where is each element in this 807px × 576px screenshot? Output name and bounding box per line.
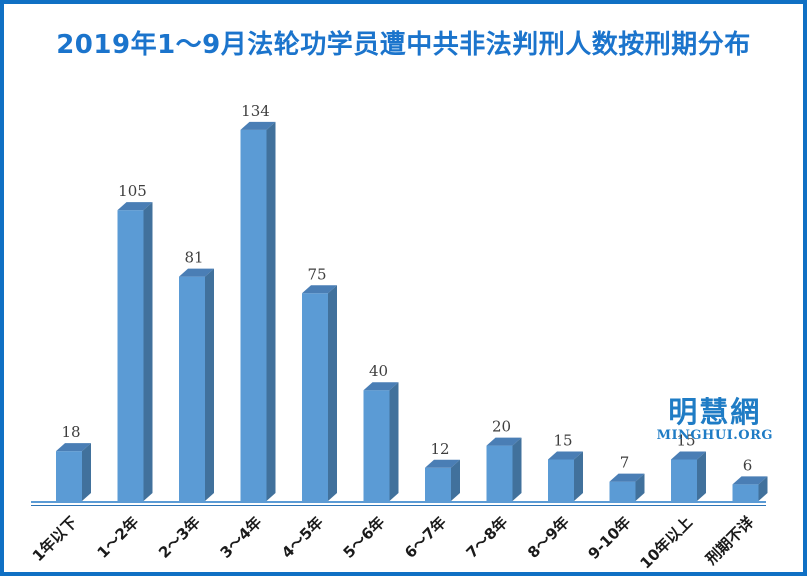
bar-value-label: 20: [492, 418, 511, 436]
x-axis-category-label: 10年以上: [637, 513, 696, 572]
bar-top-face: [609, 473, 645, 482]
minghui-logo-text: 明慧網: [668, 395, 762, 429]
bar-side-face: [143, 202, 153, 501]
bar-value-label: 75: [307, 265, 326, 283]
bar-front-face: [179, 276, 205, 501]
bar-value-label: 81: [184, 249, 203, 267]
bar-front-face: [240, 129, 267, 501]
bar-value-label: 7: [620, 454, 630, 472]
x-axis-category-label: 4～5年: [278, 513, 327, 562]
x-axis-category-label: 1～2年: [94, 513, 143, 562]
x-axis-category-label: 3～4年: [217, 513, 266, 562]
x-axis-category-label: 6～7年: [401, 513, 450, 562]
x-axis-category-label: 7～8年: [463, 513, 512, 562]
bar-side-face: [635, 473, 645, 501]
bar-front-face: [363, 390, 390, 501]
x-axis-category-label: 8～9年: [524, 513, 573, 562]
bar-value-label: 6: [743, 456, 753, 474]
bar-front-face: [302, 293, 328, 501]
bar-front-face: [671, 459, 697, 501]
bar-value-label: 18: [61, 423, 80, 441]
minghui-watermark: 明慧網 MINGHUI.ORG: [657, 397, 773, 443]
bar-front-face: [609, 481, 636, 501]
bar-side-face: [451, 459, 460, 501]
bar-value-label: 12: [430, 440, 449, 458]
bar-value-label: 134: [241, 102, 270, 120]
bar-front-face: [548, 459, 574, 501]
bar-front-face: [117, 210, 144, 501]
x-axis-category-label: 1年以下: [29, 513, 81, 565]
bar-side-face: [328, 285, 337, 501]
bar-side-face: [266, 121, 276, 501]
bar-front-face: [732, 484, 759, 501]
x-axis-category-label: 刑期不详: [702, 513, 757, 568]
bar-top-face: [548, 451, 583, 460]
bar-chart-canvas: 18 1年以下 105 1～2年 81 2～3年 134 3～4年 75 4～5年 40 5～6年 12…: [29, 102, 768, 572]
minghui-url-text: MINGHUI.ORG: [656, 428, 773, 444]
bar-top-face: [56, 443, 91, 452]
bar-value-label: 15: [553, 431, 572, 449]
bar-value-label: 40: [369, 362, 388, 380]
bar-side-face: [389, 382, 399, 501]
x-axis-line-thin: [31, 505, 766, 506]
bar-side-face: [758, 476, 768, 501]
bar-top-face: [302, 285, 337, 294]
bar-top-face: [671, 451, 706, 460]
x-axis-category-label: 9-10年: [584, 513, 634, 563]
bar-top-face: [425, 459, 460, 468]
bar-front-face: [486, 445, 513, 501]
bar-value-label: 105: [118, 182, 147, 200]
bar-top-face: [732, 476, 768, 485]
chart-title: 2019年1～9月法轮功学员遭中共非法判刑人数按刑期分布: [56, 30, 751, 60]
bar-top-face: [117, 202, 153, 211]
bar-top-face: [179, 268, 214, 277]
bar-side-face: [574, 451, 583, 501]
bar-front-face: [425, 467, 451, 501]
x-axis-line-thick: [31, 501, 766, 503]
x-axis-category-label: 5～6年: [340, 513, 389, 562]
bar-side-face: [512, 437, 522, 501]
bar-value-label: 15: [676, 431, 695, 449]
bar-side-face: [697, 451, 706, 501]
bar-top-face: [363, 382, 399, 391]
bar-side-face: [205, 268, 214, 501]
bar-top-face: [486, 437, 522, 446]
bar-top-face: [240, 121, 276, 130]
bar-side-face: [82, 443, 91, 501]
x-axis-category-label: 2～3年: [155, 513, 204, 562]
bar-front-face: [56, 451, 82, 501]
